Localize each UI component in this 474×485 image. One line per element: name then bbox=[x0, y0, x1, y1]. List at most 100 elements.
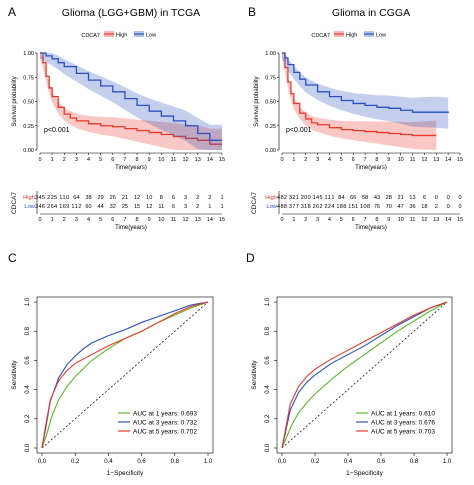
risk-value: 0 bbox=[458, 195, 461, 201]
x-axis-label: Time(years) bbox=[115, 165, 147, 171]
risk-value: 345 bbox=[35, 195, 45, 201]
survival-curve-high bbox=[282, 52, 437, 137]
risk-value: 151 bbox=[348, 204, 358, 210]
risk-value: 15 bbox=[134, 204, 140, 210]
risk-x-tick-label: 9 bbox=[148, 217, 151, 223]
risk-value: 84 bbox=[338, 195, 344, 201]
x-tick-label: 0.0 bbox=[38, 459, 47, 465]
risk-value: 26 bbox=[110, 195, 116, 201]
risk-x-tick-label: 0 bbox=[38, 217, 41, 223]
y-tick-label: 0.50 bbox=[23, 100, 34, 106]
risk-value: 264 bbox=[47, 204, 57, 210]
x-tick-label: 12 bbox=[421, 157, 427, 163]
y-tick-label: 0.2 bbox=[25, 414, 31, 423]
risk-value: 12 bbox=[134, 195, 140, 201]
ci-band-low bbox=[40, 53, 222, 150]
risk-x-tick-label: 8 bbox=[375, 217, 378, 223]
panel-letter: C bbox=[8, 251, 17, 265]
risk-value: 110 bbox=[59, 195, 69, 201]
y-tick-label: 0.00 bbox=[265, 148, 276, 154]
x-tick-label: 3 bbox=[316, 157, 319, 163]
risk-row-label-high: High bbox=[23, 195, 35, 201]
risk-value: 58 bbox=[362, 195, 368, 201]
legend-label-low: Low bbox=[376, 33, 386, 39]
x-tick-label: 4 bbox=[328, 157, 331, 163]
x-tick-label: 2 bbox=[63, 157, 66, 163]
roc-panel-D: D 0.0 0.2 0.4 0.6 0.8 1.0 0.0 0.2 0.4 0.6 0.8 1.0 1−S… bbox=[246, 251, 453, 477]
x-tick-label: 0.0 bbox=[278, 459, 287, 465]
risk-value: 25 bbox=[122, 204, 128, 210]
risk-value: 28 bbox=[386, 195, 392, 201]
y-tick-label: 0.4 bbox=[25, 385, 31, 394]
risk-value: 13 bbox=[409, 195, 415, 201]
risk-x-tick-label: 12 bbox=[183, 217, 189, 223]
ci-band-high bbox=[40, 53, 222, 150]
risk-x-tick-label: 2 bbox=[304, 217, 307, 223]
y-tick-label: 0.6 bbox=[25, 356, 31, 365]
plot-frame bbox=[36, 296, 214, 454]
y-tick-label: 0.4 bbox=[265, 385, 271, 394]
risk-value: 44 bbox=[98, 204, 104, 210]
risk-value: 200 bbox=[301, 195, 311, 201]
y-tick-label: 0.2 bbox=[265, 414, 271, 423]
x-tick-label: 1 bbox=[292, 157, 295, 163]
risk-x-tick-label: 14 bbox=[445, 217, 451, 223]
x-tick-label: 11 bbox=[410, 157, 416, 163]
risk-value: 6 bbox=[172, 195, 175, 201]
risk-x-tick-label: 13 bbox=[195, 217, 201, 223]
y-axis-label: Sensitivity bbox=[11, 360, 18, 390]
x-tick-label: 3 bbox=[75, 157, 78, 163]
risk-value: 0 bbox=[458, 204, 461, 210]
x-tick-label: 15 bbox=[219, 157, 225, 163]
risk-value: 10 bbox=[146, 195, 152, 201]
risk-value: 32 bbox=[110, 204, 116, 210]
risk-x-tick-label: 10 bbox=[158, 217, 164, 223]
risk-value: 346 bbox=[35, 204, 45, 210]
risk-value: 488 bbox=[277, 204, 287, 210]
risk-x-tick-label: 6 bbox=[352, 217, 355, 223]
risk-value: 0 bbox=[435, 195, 438, 201]
risk-x-tick-label: 1 bbox=[292, 217, 295, 223]
x-tick-label: 1 bbox=[51, 157, 54, 163]
x-tick-label: 0 bbox=[38, 157, 41, 163]
risk-value: 0 bbox=[447, 195, 450, 201]
legend-label-1: AUC at 1 years: 0.610 bbox=[371, 411, 435, 418]
y-tick-label: 0.75 bbox=[265, 75, 276, 81]
risk-x-tick-label: 6 bbox=[111, 217, 114, 223]
y-tick-label: 0.0 bbox=[265, 443, 271, 452]
panel-letter: A bbox=[8, 5, 16, 19]
risk-value: 169 bbox=[59, 204, 69, 210]
risk-value: 224 bbox=[324, 204, 334, 210]
risk-value: 6 bbox=[172, 204, 175, 210]
y-tick-label: 1.00 bbox=[23, 51, 34, 57]
legend-label-high: High bbox=[346, 33, 357, 39]
legend-label-2: AUC at 3 years: 0.676 bbox=[371, 420, 435, 427]
risk-value: 47 bbox=[398, 204, 404, 210]
x-tick-label: 12 bbox=[183, 157, 189, 163]
x-tick-label: 10 bbox=[158, 157, 164, 163]
risk-value: 6 bbox=[423, 195, 426, 201]
legend-label-3: AUC at 5 years: 0.703 bbox=[371, 429, 435, 436]
plot-frame bbox=[276, 296, 453, 454]
x-tick-label: 0.8 bbox=[410, 459, 419, 465]
x-tick-label: 0.4 bbox=[104, 459, 113, 465]
x-tick-label: 13 bbox=[433, 157, 439, 163]
risk-value: 66 bbox=[350, 195, 356, 201]
y-tick-label: 1.0 bbox=[25, 297, 31, 306]
risk-value: 482 bbox=[277, 195, 287, 201]
risk-value: 36 bbox=[409, 204, 415, 210]
survival-curve-high bbox=[40, 52, 222, 145]
risk-value: 38 bbox=[85, 195, 91, 201]
risk-x-tick-label: 4 bbox=[328, 217, 331, 223]
risk-value: 377 bbox=[289, 204, 299, 210]
risk-x-tick-label: 7 bbox=[364, 217, 367, 223]
x-tick-label: 2 bbox=[304, 157, 307, 163]
y-tick-label: 0.75 bbox=[23, 75, 34, 81]
chart-title: Glioma in CGGA bbox=[332, 7, 410, 19]
risk-value: 2 bbox=[196, 195, 199, 201]
risk-value: 2 bbox=[196, 204, 199, 210]
legend-label-high: High bbox=[116, 33, 127, 39]
risk-value: 21 bbox=[398, 195, 404, 201]
x-axis-label: 1−Specificity bbox=[346, 470, 383, 477]
risk-x-tick-label: 9 bbox=[387, 217, 390, 223]
